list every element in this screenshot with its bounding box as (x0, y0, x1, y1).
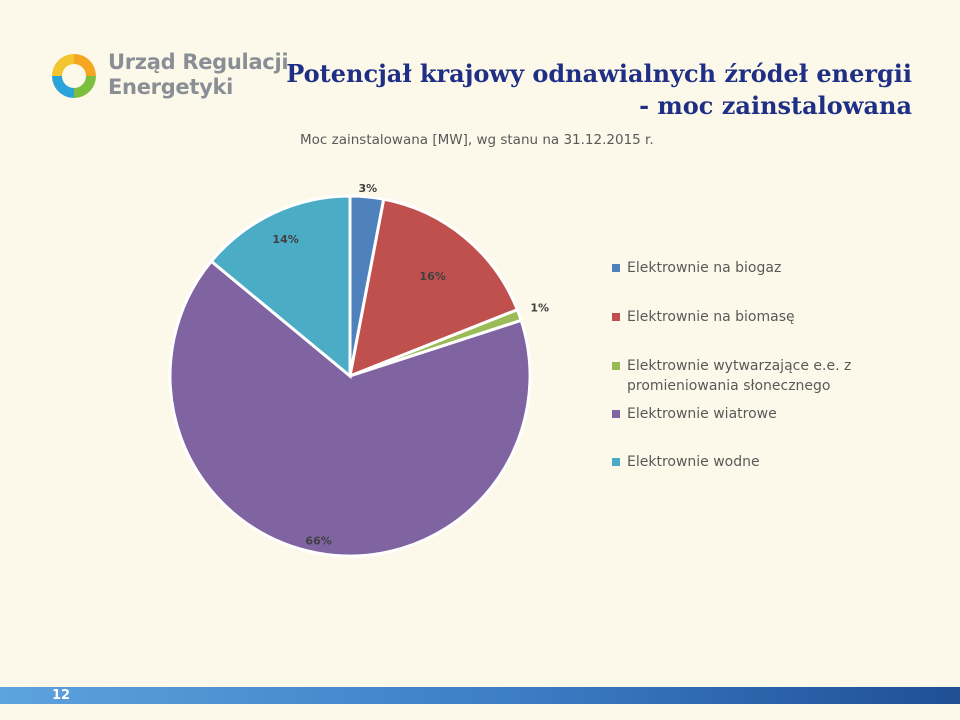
logo-text: Urząd Regulacji Energetyki (108, 50, 289, 100)
page-title-line-1: Potencjał krajowy odnawialnych źródeł en… (286, 59, 912, 88)
pie-slice-3 (168, 259, 532, 558)
logo-line-2: Energetyki (108, 75, 234, 99)
legend-label-2: Elektrownie wytwarzające e.e. z promieni… (627, 358, 852, 394)
ure-logo-icon (52, 54, 96, 98)
page-number: 12 (52, 688, 71, 703)
legend-swatch-4 (612, 458, 620, 466)
pie-data-label-0: 3% (358, 182, 377, 195)
logo-line-1: Urząd Regulacji (108, 50, 289, 74)
pie-data-label-2: 1% (530, 302, 549, 315)
page-title-line-2: - moc zainstalowana (639, 91, 912, 120)
pie-data-label-1: 16% (419, 270, 445, 283)
page-title: Potencjał krajowy odnawialnych źródeł en… (272, 58, 912, 122)
pie-data-label-4: 14% (272, 233, 298, 246)
chart-title: Moc zainstalowana [MW], wg stanu na 31.1… (300, 132, 654, 148)
legend-label-1: Elektrownie na biomasę (627, 309, 795, 325)
legend-swatch-3 (612, 410, 620, 418)
legend-label-4: Elektrownie wodne (627, 454, 760, 470)
pie-slice-1 (348, 197, 520, 379)
legend-swatch-0 (612, 264, 620, 272)
pie-data-label-3: 66% (305, 534, 331, 547)
ure-logo: Urząd Regulacji Energetyki (48, 48, 289, 108)
legend-label-3: Elektrownie wiatrowe (627, 406, 777, 422)
legend-swatch-2 (612, 362, 620, 370)
legend-label-0: Elektrownie na biogaz (627, 260, 782, 276)
footer-bar: 12 (0, 687, 960, 704)
pie-slice-4 (209, 194, 352, 380)
legend-swatch-1 (612, 313, 620, 321)
